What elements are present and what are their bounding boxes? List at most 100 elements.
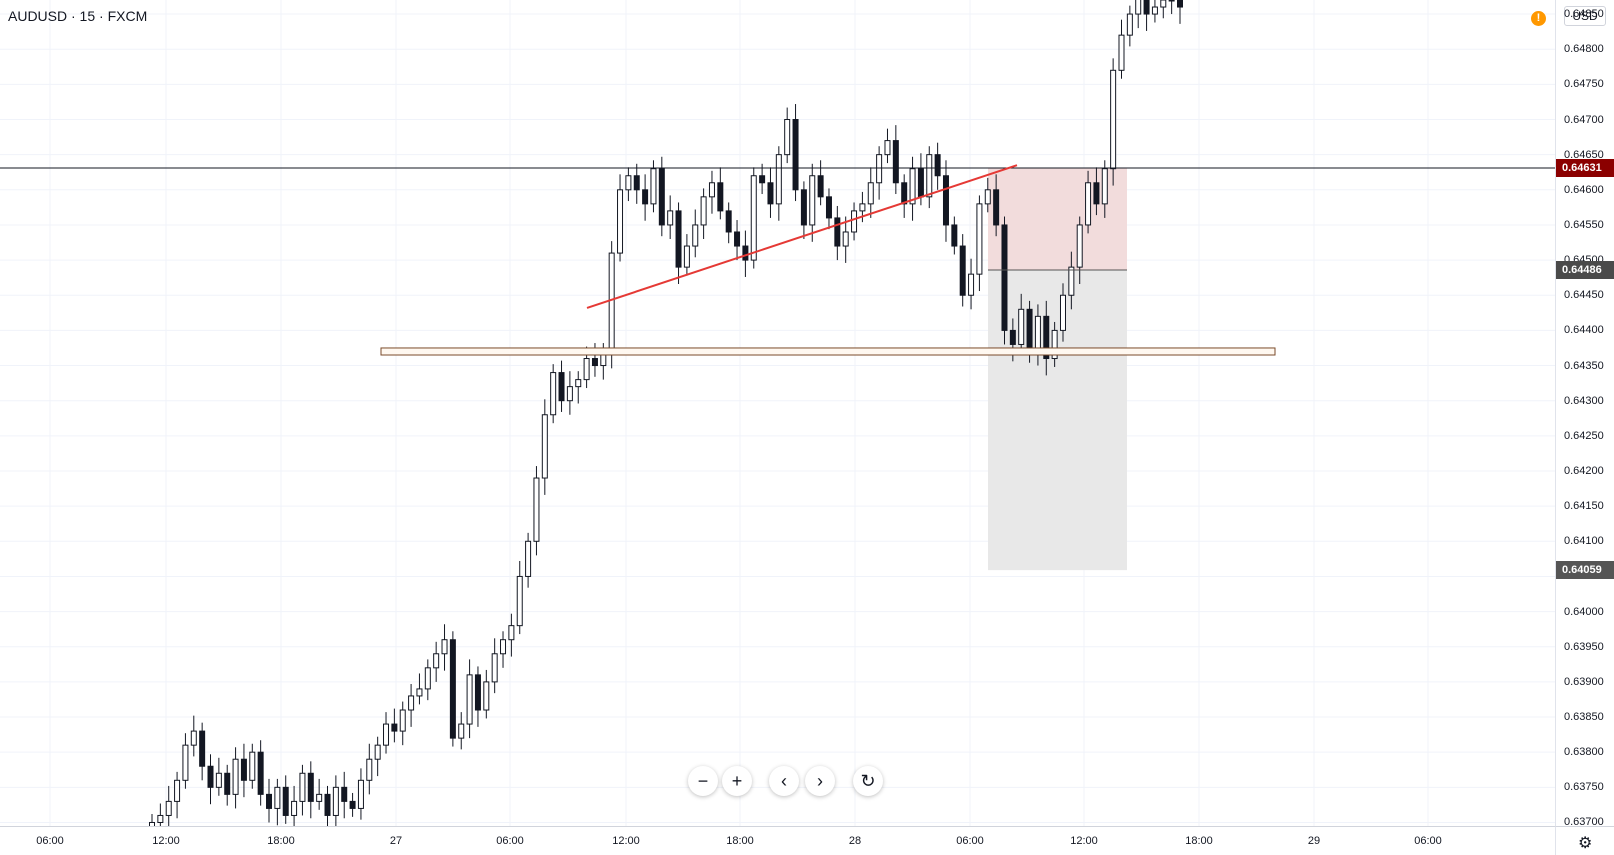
- candle-body: [633, 175, 640, 191]
- currency-badge[interactable]: USD: [1564, 6, 1606, 26]
- candle-body: [391, 723, 398, 732]
- candle-body: [784, 119, 791, 156]
- candle-body: [483, 681, 490, 711]
- candle-body: [934, 154, 941, 177]
- time-tick: 06:00: [496, 835, 524, 847]
- candle-body: [968, 273, 975, 296]
- drawings: [0, 164, 1555, 356]
- candle-body: [942, 175, 949, 226]
- candle-body: [474, 674, 481, 711]
- candle-body: [800, 189, 807, 226]
- candle-body: [759, 175, 766, 184]
- candle-body: [500, 639, 507, 655]
- stop-price-tag[interactable]: 0.64059: [1556, 561, 1614, 580]
- candle-body: [257, 751, 264, 795]
- position-zones: [988, 168, 1127, 571]
- candle-body: [1101, 168, 1108, 205]
- candle-body: [591, 358, 598, 367]
- price-tick: 0.64700: [1564, 113, 1604, 126]
- candle-body: [725, 210, 732, 233]
- candle-body: [441, 639, 448, 655]
- price-tick: 0.64650: [1564, 148, 1604, 161]
- time-tick: 18:00: [726, 835, 754, 847]
- candle-body: [566, 386, 573, 402]
- candle-body: [157, 814, 164, 823]
- price-tick: 0.64550: [1564, 218, 1604, 231]
- candle-body: [199, 730, 206, 767]
- candle-body: [274, 786, 281, 809]
- candle-body: [993, 189, 1000, 226]
- gear-icon[interactable]: ⚙: [1578, 835, 1593, 852]
- chart-area[interactable]: AUDUSD · 15 · FXCM ! − + ‹ › ↻: [0, 0, 1555, 826]
- price-tick: 0.64800: [1564, 43, 1604, 56]
- candle-body: [1026, 308, 1033, 352]
- candle-body: [190, 730, 197, 746]
- time-axis[interactable]: 06:00 12:00 18:00 27 06:00 12:00 18:00 28 06:00 1…: [0, 826, 1555, 855]
- zoom-in-button[interactable]: +: [722, 766, 752, 796]
- candle-body: [608, 252, 615, 352]
- candle-body: [750, 175, 757, 261]
- candle-body: [884, 140, 891, 156]
- time-tick: 28: [848, 835, 862, 847]
- price-tick: 0.64600: [1564, 183, 1604, 196]
- candle-body: [1051, 329, 1058, 360]
- candle-body: [316, 793, 323, 802]
- candle-body: [708, 182, 715, 198]
- candle-body: [825, 196, 832, 219]
- candle-body: [224, 772, 231, 795]
- candle-body: [516, 575, 523, 627]
- candle-body: [1085, 182, 1092, 226]
- price-tick: 0.63700: [1564, 816, 1604, 829]
- price-axis[interactable]: USD 0.64850 0.64800 0.64750 0.64700 0.64650 0…: [1555, 0, 1614, 829]
- candle-body: [550, 372, 557, 416]
- candle-body: [1110, 69, 1117, 170]
- candle-body: [207, 765, 214, 788]
- candle-body: [1126, 13, 1133, 36]
- candle-body: [399, 709, 406, 732]
- candle-body: [1118, 34, 1125, 71]
- candlestick-chart[interactable]: [0, 0, 1555, 826]
- zoom-out-button[interactable]: −: [688, 766, 718, 796]
- candle-body: [650, 168, 657, 205]
- candle-body: [165, 800, 172, 816]
- candle-body: [909, 168, 916, 205]
- candle-body: [1009, 329, 1016, 345]
- entry-price-tag[interactable]: 0.64631: [1556, 159, 1614, 177]
- candle-body: [1043, 315, 1050, 360]
- candle-body: [449, 639, 456, 739]
- support-zone-rectangle: [380, 347, 1276, 356]
- candle-body: [583, 358, 590, 381]
- candle-body: [683, 245, 690, 268]
- candle-body: [541, 414, 548, 479]
- candle-body: [767, 182, 774, 205]
- reset-chart-button[interactable]: ↻: [853, 766, 883, 796]
- scroll-right-button[interactable]: ›: [805, 766, 835, 796]
- candle-body: [1034, 315, 1041, 352]
- alert-circle-icon[interactable]: !: [1531, 11, 1546, 26]
- candle-body: [1135, 0, 1142, 15]
- candle-body: [926, 154, 933, 198]
- chart-settings-corner[interactable]: ⚙: [1555, 826, 1614, 855]
- candle-body: [282, 786, 289, 816]
- time-tick: 29: [1307, 835, 1321, 847]
- scroll-left-button[interactable]: ‹: [769, 766, 799, 796]
- candle-body: [809, 175, 816, 226]
- time-tick: 12:00: [612, 835, 640, 847]
- candle-body: [491, 653, 498, 683]
- candle-body: [1093, 182, 1100, 205]
- candle-body: [867, 182, 874, 205]
- candle-body: [575, 379, 582, 388]
- target-zone: [988, 269, 1127, 571]
- candle-body: [859, 203, 866, 212]
- candle-body: [1168, 0, 1175, 2]
- price-tick: 0.64400: [1564, 324, 1604, 337]
- candles: [149, 0, 1183, 826]
- candle-body: [508, 625, 515, 641]
- target-price-tag[interactable]: 0.64486: [1556, 260, 1614, 279]
- candle-body: [291, 800, 298, 816]
- candle-body: [775, 154, 782, 205]
- price-tick: 0.64350: [1564, 359, 1604, 372]
- time-tick: 06:00: [36, 835, 64, 847]
- candle-body: [675, 210, 682, 268]
- time-tick: 18:00: [1185, 835, 1213, 847]
